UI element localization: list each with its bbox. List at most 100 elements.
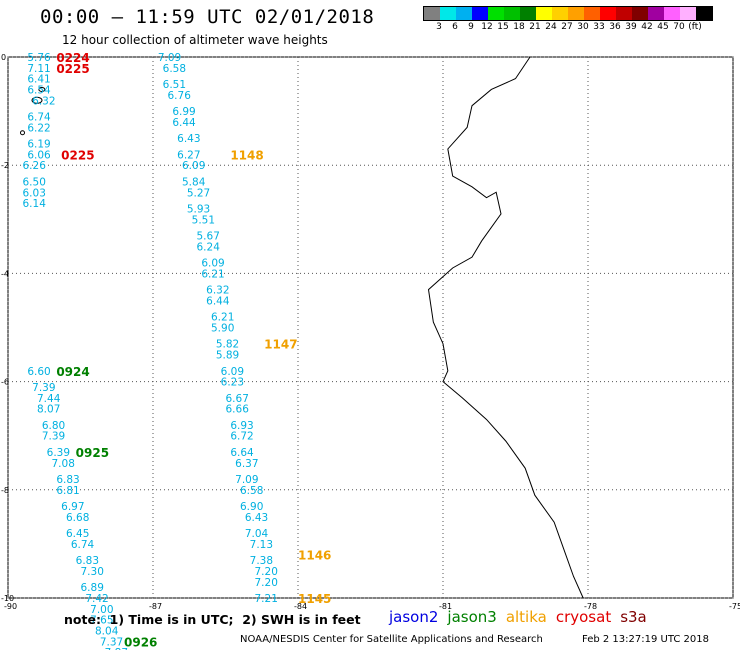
wave-height-value: 6.21 — [201, 268, 224, 280]
legend-swatch — [440, 7, 456, 20]
wave-height-value: 7.11 — [27, 63, 50, 75]
pass-time-label: 1146 — [298, 549, 331, 563]
wave-height-value: 6.19 — [27, 139, 50, 151]
coastline — [20, 56, 584, 599]
pass-time-label: 1148 — [230, 148, 263, 162]
legend-label: 39 — [625, 22, 637, 32]
pass-time-label: 0224 — [56, 51, 89, 65]
legend-label: 36 — [609, 22, 621, 32]
legend-label: 21 — [529, 22, 541, 32]
y-tick-label: -4 — [1, 269, 9, 278]
wave-height-value: 7.09 — [158, 52, 181, 64]
legend-swatch — [680, 7, 696, 20]
legend-swatch — [424, 7, 440, 20]
wave-height-value: 6.64 — [230, 447, 254, 459]
wave-height-value: 6.44 — [172, 117, 196, 129]
coastline-path — [427, 56, 584, 599]
x-tick-label: -81 — [439, 602, 452, 611]
pass-time-label: 1145 — [298, 592, 331, 606]
wave-height-value: 7.37 — [100, 636, 123, 648]
x-tick-label: -87 — [149, 602, 162, 611]
legend-label: 30 — [577, 22, 589, 32]
wave-height-value: 5.93 — [187, 203, 210, 215]
wave-height-value: 7.42 — [85, 593, 108, 605]
wave-height-value: 6.99 — [172, 106, 195, 118]
wave-height-value: 6.21 — [211, 312, 234, 324]
wave-height-value: 6.66 — [226, 404, 250, 416]
wave-height-value: 6.43 — [245, 512, 268, 524]
satellite-label-altika: altika — [505, 608, 547, 626]
wave-height-value: 6.81 — [56, 485, 79, 497]
y-tick-label: -8 — [1, 486, 9, 495]
island-outline — [31, 96, 43, 104]
legend-swatch — [696, 7, 712, 20]
legend-label: 15 — [497, 22, 509, 32]
wave-height-value: 6.06 — [27, 149, 51, 161]
legend-swatch — [632, 7, 648, 20]
wave-height-value: 6.44 — [206, 295, 230, 307]
pass-time-label: 0225 — [56, 62, 89, 76]
y-tick-label: -6 — [1, 378, 9, 387]
wave-height-value: 6.68 — [66, 512, 89, 524]
legend-label: 12 — [481, 22, 493, 32]
x-tick-label: -84 — [294, 602, 307, 611]
legend-swatch — [456, 7, 472, 20]
pass-time-label: 1147 — [264, 338, 297, 352]
legend-label: 18 — [513, 22, 525, 32]
wave-height-value: 6.51 — [163, 79, 186, 91]
legend-swatch — [520, 7, 536, 20]
wave-height-value: 6.32 — [206, 285, 229, 297]
wave-height-value: 7.21 — [255, 593, 278, 605]
footer-date: Feb 2 13:27:19 UTC 2018 — [582, 634, 709, 645]
wave-height-value: 5.76 — [27, 52, 51, 64]
wave-height-value: 6.26 — [23, 160, 47, 172]
wave-height-value: 6.83 — [56, 474, 79, 486]
legend-swatch — [664, 7, 680, 20]
wave-height-value: 6.23 — [221, 377, 244, 389]
wave-height-value: 6.93 — [230, 420, 253, 432]
wave-height-value: 6.60 — [27, 366, 50, 378]
wave-height-value: 7.65 — [90, 615, 113, 627]
wave-height-value: 7.39 — [42, 431, 65, 443]
wave-height-value: 6.09 — [201, 258, 224, 270]
wave-height-value: 5.82 — [216, 339, 239, 351]
legend-swatch — [536, 7, 552, 20]
map-subtitle: 12 hour collection of altimeter wave hei… — [62, 33, 328, 47]
map-grid — [7, 56, 734, 599]
wave-height-value: 7.00 — [90, 604, 113, 616]
satellite-label-jason2: jason2 — [389, 608, 439, 626]
wave-height-value: 6.54 — [27, 84, 51, 96]
wave-height-value: 6.89 — [81, 582, 104, 594]
wave-height-value: 6.41 — [27, 74, 50, 86]
legend-label: 6 — [452, 22, 458, 32]
wave-height-value: 6.09 — [182, 160, 205, 172]
wave-height-value: 6.76 — [168, 90, 192, 102]
island-outline — [38, 86, 46, 92]
wave-height-value: 6.27 — [177, 149, 200, 161]
wave-height-value: 6.14 — [23, 198, 47, 210]
wave-height-value: 6.09 — [221, 366, 244, 378]
altimeter-tracks: 5.767.116.416.546.326.746.226.196.066.26… — [23, 52, 278, 650]
wave-height-value: 6.03 — [23, 187, 46, 199]
wave-height-value: 6.37 — [235, 458, 258, 470]
satellite-label-s3a: s3a — [620, 608, 647, 626]
wave-height-value: 5.67 — [197, 231, 220, 243]
wave-height-value: 7.87 — [105, 647, 128, 650]
wave-height-value: 7.09 — [235, 474, 258, 486]
wave-height-value: 6.67 — [226, 393, 249, 405]
footer-credit: NOAA/NESDIS Center for Satellite Applica… — [240, 634, 543, 645]
y-tick-label: -2 — [1, 161, 9, 170]
satellite-label-jason3: jason3 — [447, 608, 497, 626]
y-tick-label: 0 — [1, 53, 6, 62]
wave-height-value: 5.84 — [182, 176, 206, 188]
map-title: 00:00 – 11:59 UTC 02/01/2018 — [40, 6, 375, 28]
legend-swatch — [472, 7, 488, 20]
legend-swatches — [423, 6, 713, 21]
wave-height-value: 6.72 — [230, 431, 253, 443]
pass-time-label: 0926 — [124, 635, 157, 649]
satellite-legend: jason2 jason3 altika cryosat s3a — [389, 608, 656, 626]
wave-height-value: 6.58 — [240, 485, 263, 497]
legend-label: 27 — [561, 22, 573, 32]
